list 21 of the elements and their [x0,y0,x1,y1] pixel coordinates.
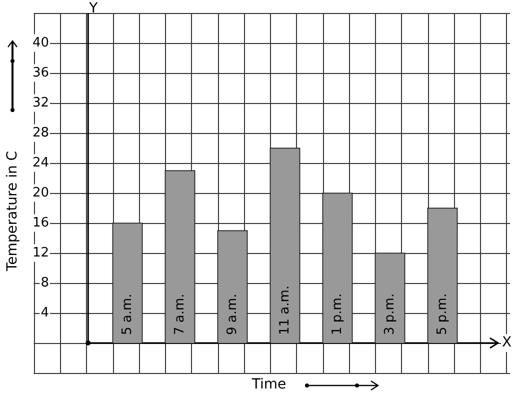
y-tick-label: 8 [40,275,49,290]
y-tick-label: 40 [32,35,49,50]
y-tick-label: 16 [32,215,49,230]
x-tick-label: 5 a.m. [120,294,135,335]
y-tick-label: 32 [32,95,49,110]
y-tick-label: 36 [32,65,49,80]
y-tick-label: 28 [32,125,49,140]
text: X [502,334,512,351]
x-tick-label: 11 a.m. [277,285,292,335]
y-axis-title: Temperature in C [4,150,21,272]
x-tick-label: 9 a.m. [224,294,240,335]
x-tick-label: 1 p.m. [330,293,345,335]
x-axis-title: Time [250,376,286,393]
y-tick-label: 12 [32,245,49,260]
y-tick-label: 4 [40,305,49,320]
y-tick-label: 20 [32,185,49,200]
x-tick-label: 3 p.m. [382,293,398,335]
x-tick-label: 7 a.m. [172,294,188,335]
annotation: Y [88,0,98,17]
x-tick-label: 5 p.m. [434,293,450,335]
y-tick-label: 24 [32,155,49,170]
